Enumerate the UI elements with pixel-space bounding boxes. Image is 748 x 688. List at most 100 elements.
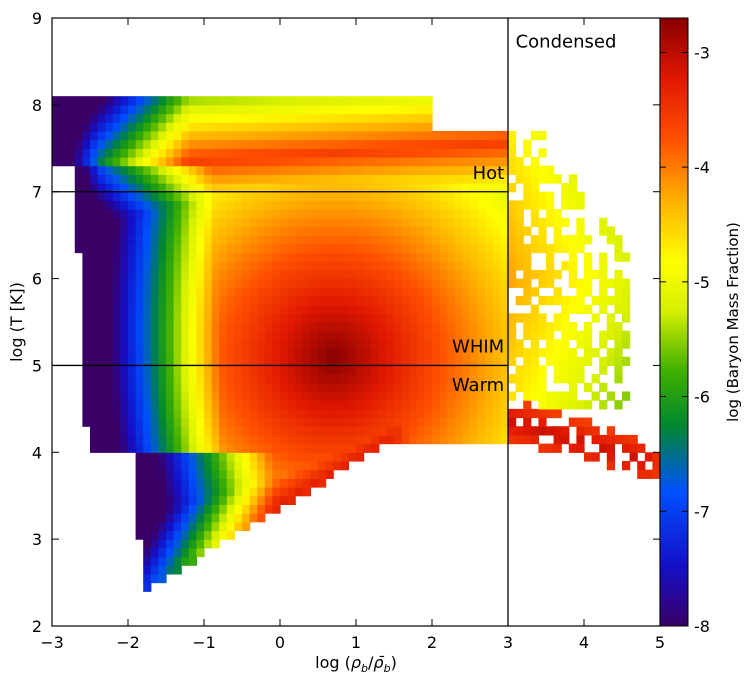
- heatmap-cell: [432, 365, 441, 375]
- heatmap-cell: [257, 460, 266, 471]
- heatmap-cell: [348, 122, 357, 132]
- heatmap-cell: [272, 374, 281, 384]
- heatmap-cell: [447, 374, 456, 384]
- heatmap-cell: [105, 313, 114, 323]
- heatmap-cell: [561, 400, 570, 410]
- heatmap-cell: [135, 487, 144, 497]
- heatmap-cell: [249, 356, 258, 367]
- heatmap-cell: [409, 104, 418, 115]
- heatmap-cell: [348, 304, 357, 314]
- heatmap-cell: [508, 322, 517, 332]
- heatmap-cell: [287, 434, 296, 445]
- heatmap-cell: [128, 374, 137, 384]
- heatmap-cell: [508, 217, 517, 228]
- heatmap-cell: [325, 452, 334, 462]
- heatmap-cell: [105, 391, 114, 401]
- heatmap-cell: [447, 191, 456, 201]
- heatmap-cell: [462, 374, 471, 384]
- heatmap-cell: [150, 408, 159, 419]
- heatmap-cell: [523, 330, 532, 340]
- heatmap-cell: [500, 269, 509, 280]
- heatmap-cell: [90, 191, 99, 201]
- heatmap-cell: [280, 426, 289, 436]
- heatmap-cell: [128, 382, 137, 393]
- heatmap-cell: [378, 426, 387, 436]
- heatmap-cell: [386, 156, 395, 167]
- heatmap-cell: [105, 148, 114, 158]
- heatmap-cell: [530, 313, 539, 323]
- heatmap-cell: [143, 96, 152, 106]
- heatmap-cell: [166, 217, 175, 228]
- colorbar-tick-label: -8: [694, 617, 710, 636]
- heatmap-cell: [150, 513, 159, 523]
- heatmap-cell: [599, 443, 608, 453]
- heatmap-cell: [432, 191, 441, 201]
- heatmap-cell: [302, 139, 311, 149]
- heatmap-cell: [166, 287, 175, 297]
- heatmap-cell: [561, 295, 570, 306]
- heatmap-cell: [234, 374, 243, 384]
- heatmap-cell: [470, 417, 479, 427]
- heatmap-cell: [325, 348, 334, 358]
- heatmap-cell: [394, 235, 403, 245]
- heatmap-cell: [614, 330, 623, 340]
- heatmap-cell: [325, 165, 334, 175]
- heatmap-cell: [135, 365, 144, 375]
- heatmap-cell: [173, 348, 182, 358]
- heatmap-cell: [219, 356, 228, 367]
- heatmap-cell: [211, 278, 220, 288]
- heatmap-cell: [530, 243, 539, 254]
- heatmap-cell: [424, 278, 433, 288]
- heatmap-cell: [211, 104, 220, 115]
- heatmap-cell: [394, 400, 403, 410]
- heatmap-cell: [310, 104, 319, 115]
- heatmap-cell: [82, 365, 91, 375]
- heatmap-cell: [508, 261, 517, 271]
- heatmap-cell: [249, 243, 258, 254]
- heatmap-cell: [249, 165, 258, 175]
- heatmap-cell: [280, 374, 289, 384]
- heatmap-cell: [105, 209, 114, 219]
- heatmap-cell: [120, 417, 129, 427]
- heatmap-cell: [515, 209, 524, 219]
- heatmap-cell: [538, 426, 547, 436]
- heatmap-cell: [302, 148, 311, 158]
- heatmap-cell: [401, 96, 410, 106]
- heatmap-cell: [219, 191, 228, 201]
- heatmap-cell: [181, 156, 190, 167]
- heatmap-cell: [82, 183, 91, 193]
- heatmap-cell: [462, 330, 471, 340]
- heatmap-cell: [424, 217, 433, 228]
- heatmap-cell: [272, 287, 281, 297]
- heatmap-cell: [272, 400, 281, 410]
- heatmap-cell: [546, 217, 555, 228]
- heatmap-cell: [378, 295, 387, 306]
- heatmap-cell: [249, 287, 258, 297]
- heatmap-cell: [257, 243, 266, 254]
- heatmap-cell: [568, 443, 577, 453]
- heatmap-cell: [196, 426, 205, 436]
- heatmap-cell: [264, 287, 273, 297]
- heatmap-cell: [82, 174, 91, 184]
- heatmap-cell: [561, 426, 570, 436]
- heatmap-cell: [188, 209, 197, 219]
- heatmap-cell: [211, 113, 220, 123]
- heatmap-cell: [211, 374, 220, 384]
- heatmap-cell: [325, 330, 334, 340]
- heatmap-cell: [272, 313, 281, 323]
- heatmap-cell: [546, 426, 555, 436]
- heatmap-cell: [386, 113, 395, 123]
- heatmap-cell: [325, 295, 334, 306]
- heatmap-cell: [439, 226, 448, 236]
- heatmap-cell: [530, 209, 539, 219]
- heatmap-cell: [272, 156, 281, 167]
- heatmap-cell: [462, 217, 471, 228]
- heatmap-cell: [568, 183, 577, 193]
- heatmap-cell: [143, 348, 152, 358]
- heatmap-cell: [196, 547, 205, 558]
- heatmap-cell: [454, 330, 463, 340]
- heatmap-cell: [371, 209, 380, 219]
- heatmap-cell: [454, 426, 463, 436]
- heatmap-cell: [348, 261, 357, 271]
- heatmap-cell: [181, 322, 190, 332]
